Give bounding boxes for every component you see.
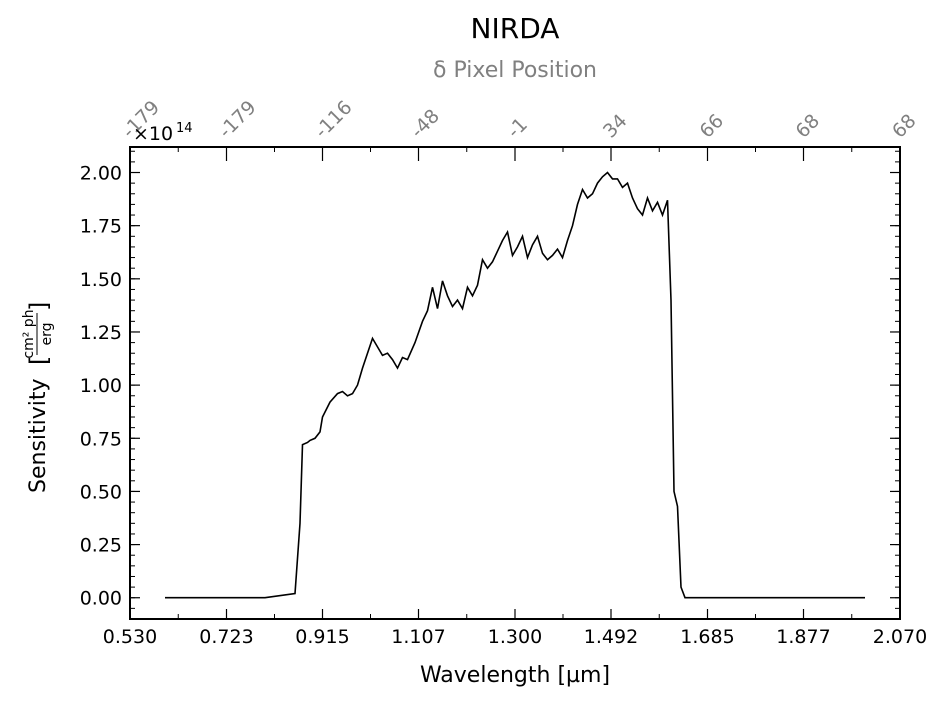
y-axis-unit-close-bracket: ] (25, 302, 53, 311)
y-tick-label: 1.25 (80, 322, 122, 344)
top-tick-label: -1 (503, 114, 532, 143)
y-axis-unit-denominator: erg (39, 322, 55, 345)
y-tick-label: 0.00 (80, 588, 122, 610)
y-axis-label: Sensitivity [ cm² ph erg ] (21, 302, 55, 493)
sensitivity-series-line (165, 171, 865, 599)
top-tick-label: -48 (406, 105, 444, 143)
x-tick-label: 0.915 (295, 626, 349, 648)
top-tick-label: 34 (599, 110, 632, 143)
y-axis-offset-label: ×10 14 (133, 121, 193, 145)
top-tick-label: -116 (310, 96, 356, 142)
y-tick-label: 0.50 (80, 481, 122, 503)
x-tick-label: 1.685 (680, 626, 734, 648)
x-tick-label: 1.300 (488, 626, 542, 648)
x-axis-ticks: 0.530 0.723 0.915 1.107 1.300 1.492 1.685 1.877… (103, 147, 927, 648)
y-tick-label: 1.00 (80, 375, 122, 397)
top-tick-label: -179 (214, 96, 260, 142)
top-axis-label: δ Pixel Position (433, 58, 597, 83)
top-axis-ticks: -179 -179 -116 -48 -1 34 66 68 68 (118, 96, 921, 161)
plot-area-frame (129, 146, 901, 620)
top-tick-label: 66 (695, 110, 728, 143)
chart-title: NIRDA (471, 12, 560, 45)
x-tick-label: 1.107 (391, 626, 445, 648)
top-tick-label: 68 (791, 110, 824, 143)
y-tick-label: 0.75 (80, 428, 122, 450)
x-tick-label: 0.530 (103, 626, 157, 648)
top-tick-label: 68 (888, 110, 921, 143)
x-tick-label: 2.070 (873, 626, 927, 648)
y-multiplier: ×10 (133, 123, 173, 145)
y-axis-ticks: 0.00 0.25 0.50 0.75 1.00 1.25 1.50 1.75 2.00 (80, 150, 900, 620)
y-axis-unit-open-bracket: [ (25, 356, 53, 365)
x-tick-label: 1.877 (776, 626, 830, 648)
y-axis-unit-numerator: cm² ph (21, 309, 37, 358)
y-tick-label: 2.00 (80, 163, 122, 185)
y-exponent: 14 (176, 121, 193, 136)
y-axis-label-text: Sensitivity (26, 378, 51, 493)
y-tick-label: 1.50 (80, 269, 122, 291)
y-tick-label: 1.75 (80, 216, 122, 238)
x-axis-label: Wavelength [µm] (420, 663, 610, 688)
x-tick-label: 1.492 (584, 626, 638, 648)
x-tick-label: 0.723 (199, 626, 253, 648)
y-tick-label: 0.25 (80, 535, 122, 557)
